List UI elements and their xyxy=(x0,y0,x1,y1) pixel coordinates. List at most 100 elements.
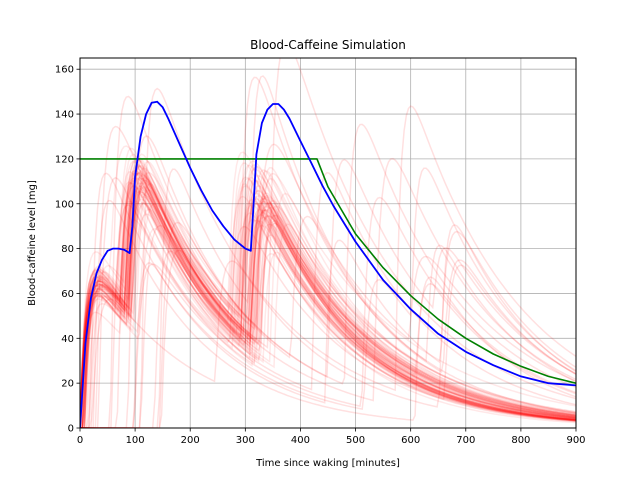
ticks: 0 100 200 300 400 500 600 700 800 900 0 20 40 60 80 100… xyxy=(55,65,586,446)
simulation-line xyxy=(80,176,576,428)
y-tick-label: 120 xyxy=(55,154,74,165)
simulation-line xyxy=(80,214,576,428)
simulation-line xyxy=(80,170,576,428)
simulation-line xyxy=(80,224,576,428)
simulation-line xyxy=(80,179,576,428)
simulation-line xyxy=(80,153,576,428)
x-tick-label: 300 xyxy=(236,435,255,446)
simulation-line xyxy=(80,174,576,428)
simulation-line xyxy=(80,159,576,428)
simulation-line xyxy=(80,167,576,428)
simulation-line xyxy=(80,200,576,428)
simulation-line xyxy=(80,145,576,428)
x-tick-label: 0 xyxy=(77,435,83,446)
simulation-line xyxy=(80,185,576,428)
simulation-line xyxy=(80,187,576,428)
simulation-line xyxy=(80,169,576,428)
simulation-line xyxy=(80,182,576,428)
y-tick-label: 40 xyxy=(61,334,74,345)
simulation-line xyxy=(80,203,576,428)
mean-series-line xyxy=(80,100,576,428)
simulation-line xyxy=(80,189,576,428)
x-tick-label: 600 xyxy=(401,435,420,446)
x-tick-label: 700 xyxy=(456,435,475,446)
simulation-line xyxy=(80,169,576,428)
simulation-line xyxy=(80,177,576,428)
simulation-line xyxy=(80,182,576,428)
target-series-line xyxy=(80,158,576,384)
simulation-line xyxy=(80,167,576,428)
x-tick-label: 900 xyxy=(566,435,585,446)
simulation-line xyxy=(80,143,576,428)
simulation-line xyxy=(80,176,576,428)
y-tick-label: 20 xyxy=(61,379,74,390)
simulation-line xyxy=(80,230,576,428)
simulation-line xyxy=(80,171,576,428)
simulation-line xyxy=(80,151,576,428)
simulation-line xyxy=(80,222,576,428)
simulation-line xyxy=(80,196,576,428)
simulation-line xyxy=(80,169,576,428)
y-tick-label: 140 xyxy=(55,110,74,121)
simulation-line xyxy=(80,162,576,428)
simulation-line xyxy=(80,177,576,428)
x-tick-label: 100 xyxy=(126,435,145,446)
simulation-line xyxy=(80,163,576,428)
simulation-line xyxy=(80,177,576,428)
y-tick-label: 60 xyxy=(61,289,74,300)
simulation-line xyxy=(80,208,576,428)
simulation-line xyxy=(80,158,576,428)
highlight-curves xyxy=(80,100,576,428)
simulation-line xyxy=(80,186,576,428)
simulation-line xyxy=(80,173,576,428)
simulation-line xyxy=(80,191,576,428)
simulation-line xyxy=(80,201,576,428)
x-tick-label: 200 xyxy=(181,435,200,446)
simulation-line xyxy=(80,196,576,428)
simulation-line xyxy=(80,165,576,428)
simulation-line xyxy=(80,164,576,428)
simulation-line xyxy=(80,187,576,428)
y-axis-title: Blood-caffeine level [mg] xyxy=(27,180,38,306)
simulation-line xyxy=(80,173,576,428)
simulation-line xyxy=(80,177,576,428)
x-axis-title: Time since waking [minutes] xyxy=(255,458,400,469)
simulation-line xyxy=(80,200,576,428)
simulation-line xyxy=(80,184,576,428)
y-tick-label: 0 xyxy=(68,424,74,435)
simulation-line xyxy=(80,87,576,428)
simulation-line xyxy=(80,171,576,428)
simulation-line xyxy=(80,167,576,428)
simulation-line xyxy=(80,160,576,428)
chart-title: Blood-Caffeine Simulation xyxy=(250,38,406,52)
simulation-line xyxy=(80,95,576,428)
x-tick-label: 500 xyxy=(346,435,365,446)
simulation-line xyxy=(80,184,576,428)
x-tick-label: 400 xyxy=(291,435,310,446)
simulation-line xyxy=(80,189,576,428)
simulation-line xyxy=(80,155,576,428)
simulation-line xyxy=(80,171,576,428)
simulation-line xyxy=(80,157,576,428)
y-tick-label: 80 xyxy=(61,244,74,255)
simulation-line xyxy=(80,182,576,428)
simulation-line xyxy=(80,171,576,428)
simulation-line xyxy=(80,176,576,428)
simulation-line xyxy=(80,199,576,428)
simulation-line xyxy=(80,135,576,428)
simulation-line xyxy=(80,191,576,428)
simulation-line xyxy=(80,147,576,428)
simulation-line xyxy=(80,179,576,428)
simulation-line xyxy=(80,165,576,428)
simulation-line xyxy=(80,201,576,428)
simulation-line xyxy=(80,171,576,428)
simulation-curves xyxy=(80,58,576,428)
x-tick-label: 800 xyxy=(511,435,530,446)
simulation-line xyxy=(80,170,576,428)
simulation-line xyxy=(80,75,576,428)
simulation-line xyxy=(80,76,576,428)
simulation-line xyxy=(80,208,576,428)
simulation-line xyxy=(80,180,576,428)
simulation-line xyxy=(80,181,576,428)
simulation-line xyxy=(80,172,576,428)
